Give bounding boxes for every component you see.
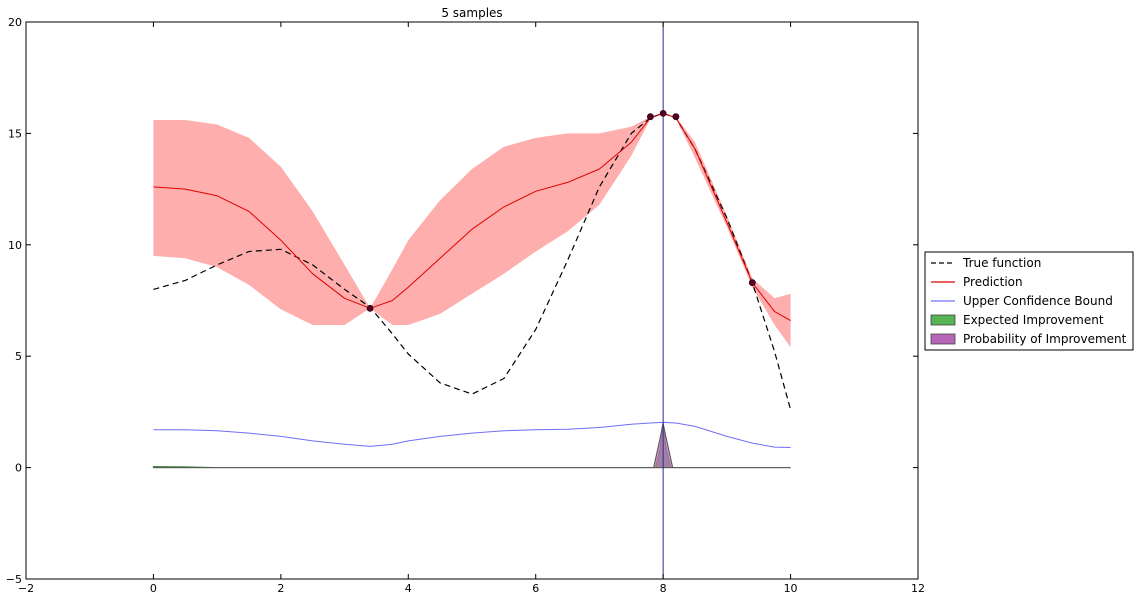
sample-point xyxy=(748,279,756,287)
legend: True function Prediction Upper Confidence … xyxy=(924,251,1134,351)
legend-swatch-expected-improvement xyxy=(930,314,956,326)
chart-title: 5 samples xyxy=(441,6,502,20)
expected-improvement-area xyxy=(152,425,791,469)
confidence-band xyxy=(153,113,791,348)
legend-swatch-probability-of-improvement xyxy=(930,333,956,345)
x-tick-label: 0 xyxy=(150,582,157,595)
y-tick-label: 20 xyxy=(8,16,22,29)
probability-of-improvement-area xyxy=(153,422,791,469)
x-tick-label: 12 xyxy=(911,582,925,595)
plot-layer xyxy=(152,22,792,579)
x-tick-label: 8 xyxy=(660,582,667,595)
legend-box xyxy=(924,251,1134,351)
x-tick-label: 6 xyxy=(532,582,539,595)
y-tick-label: 5 xyxy=(15,350,22,363)
y-tick-label: 0 xyxy=(15,462,22,475)
prediction-line xyxy=(153,112,791,322)
legend-label-expected-improvement: Expected Improvement xyxy=(963,313,1104,327)
upper-confidence-bound-line xyxy=(153,421,791,448)
legend-label-probability-of-improvement: Probability of Improvement xyxy=(963,332,1127,346)
x-tick-label: −2 xyxy=(18,582,34,595)
legend-label-true-function: True function xyxy=(962,256,1041,270)
sample-point xyxy=(647,113,654,121)
y-tick-label: 10 xyxy=(8,239,22,252)
y-tick-label: −5 xyxy=(6,573,22,586)
sample-point xyxy=(659,109,667,117)
true-function-line xyxy=(153,112,792,410)
x-tick-label: 10 xyxy=(784,582,798,595)
sample-point xyxy=(672,113,680,121)
x-tick-label: 2 xyxy=(277,582,284,595)
plot-frame xyxy=(25,21,919,580)
x-tick-label: 4 xyxy=(405,582,412,595)
y-tick-label: 15 xyxy=(8,127,22,140)
axis-ticks: −2 0 2 4 6 8 10 12 −5 0 5 10 15 20 xyxy=(6,16,925,595)
sample-point xyxy=(366,304,374,312)
legend-label-prediction: Prediction xyxy=(963,275,1023,289)
legend-label-upper-confidence-bound: Upper Confidence Bound xyxy=(963,294,1113,308)
